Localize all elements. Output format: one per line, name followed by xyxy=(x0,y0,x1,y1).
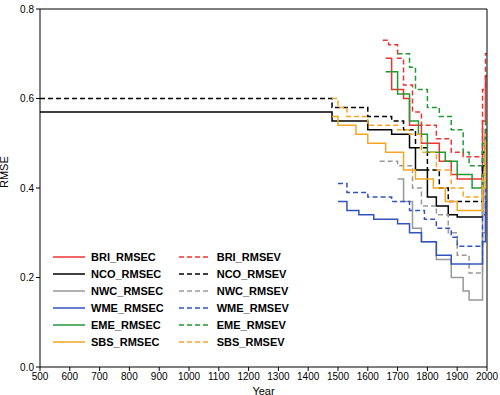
html-text:SBS_RMSEC: SBS_RMSEC xyxy=(91,335,160,348)
svg-text:RMSE: RMSE xyxy=(8,156,10,188)
html-text:NCO_RMSEC: NCO_RMSEC xyxy=(91,267,162,280)
svg-text:900: 900 xyxy=(151,371,168,382)
html-text:SBS_RMSEV: SBS_RMSEV xyxy=(216,335,285,348)
html-text:NWC_RMSEC: NWC_RMSEC xyxy=(91,284,164,297)
svg-text:1100: 1100 xyxy=(208,371,230,382)
svg-text:500: 500 xyxy=(32,371,49,382)
svg-text:1500: 1500 xyxy=(327,371,350,382)
svg-text:700: 700 xyxy=(91,371,108,382)
svg-text:0.8: 0.8 xyxy=(20,4,34,15)
html-text:WME_RMSEC: WME_RMSEC xyxy=(91,301,164,314)
html-text:EME_RMSEC: EME_RMSEC xyxy=(91,318,161,331)
svg-text:1900: 1900 xyxy=(446,371,469,382)
html-text:BRI_RMSEC: BRI_RMSEC xyxy=(91,250,156,263)
svg-text:800: 800 xyxy=(121,371,138,382)
html-text:NCO_RMSEV: NCO_RMSEV xyxy=(216,267,287,280)
svg-text:1200: 1200 xyxy=(237,371,260,382)
svg-text:Year: Year xyxy=(252,385,275,395)
html-text:BRI_RMSEV: BRI_RMSEV xyxy=(216,250,281,263)
svg-text:1800: 1800 xyxy=(416,371,439,382)
svg-text:0.0: 0.0 xyxy=(20,362,34,373)
svg-text:2000: 2000 xyxy=(476,371,492,382)
html-text:EME_RMSEV: EME_RMSEV xyxy=(216,318,286,331)
svg-text:0.2: 0.2 xyxy=(20,272,34,283)
svg-text:1600: 1600 xyxy=(357,371,380,382)
html-text:NWC_RMSEV: NWC_RMSEV xyxy=(216,284,289,297)
svg-text:1300: 1300 xyxy=(267,371,290,382)
svg-text:600: 600 xyxy=(61,371,78,382)
svg-text:1000: 1000 xyxy=(178,371,201,382)
svg-text:1700: 1700 xyxy=(386,371,409,382)
svg-text:0.4: 0.4 xyxy=(20,183,34,194)
html-text:WME_RMSEV: WME_RMSEV xyxy=(216,301,289,314)
svg-text:0.6: 0.6 xyxy=(20,93,34,104)
svg-text:1400: 1400 xyxy=(297,371,320,382)
